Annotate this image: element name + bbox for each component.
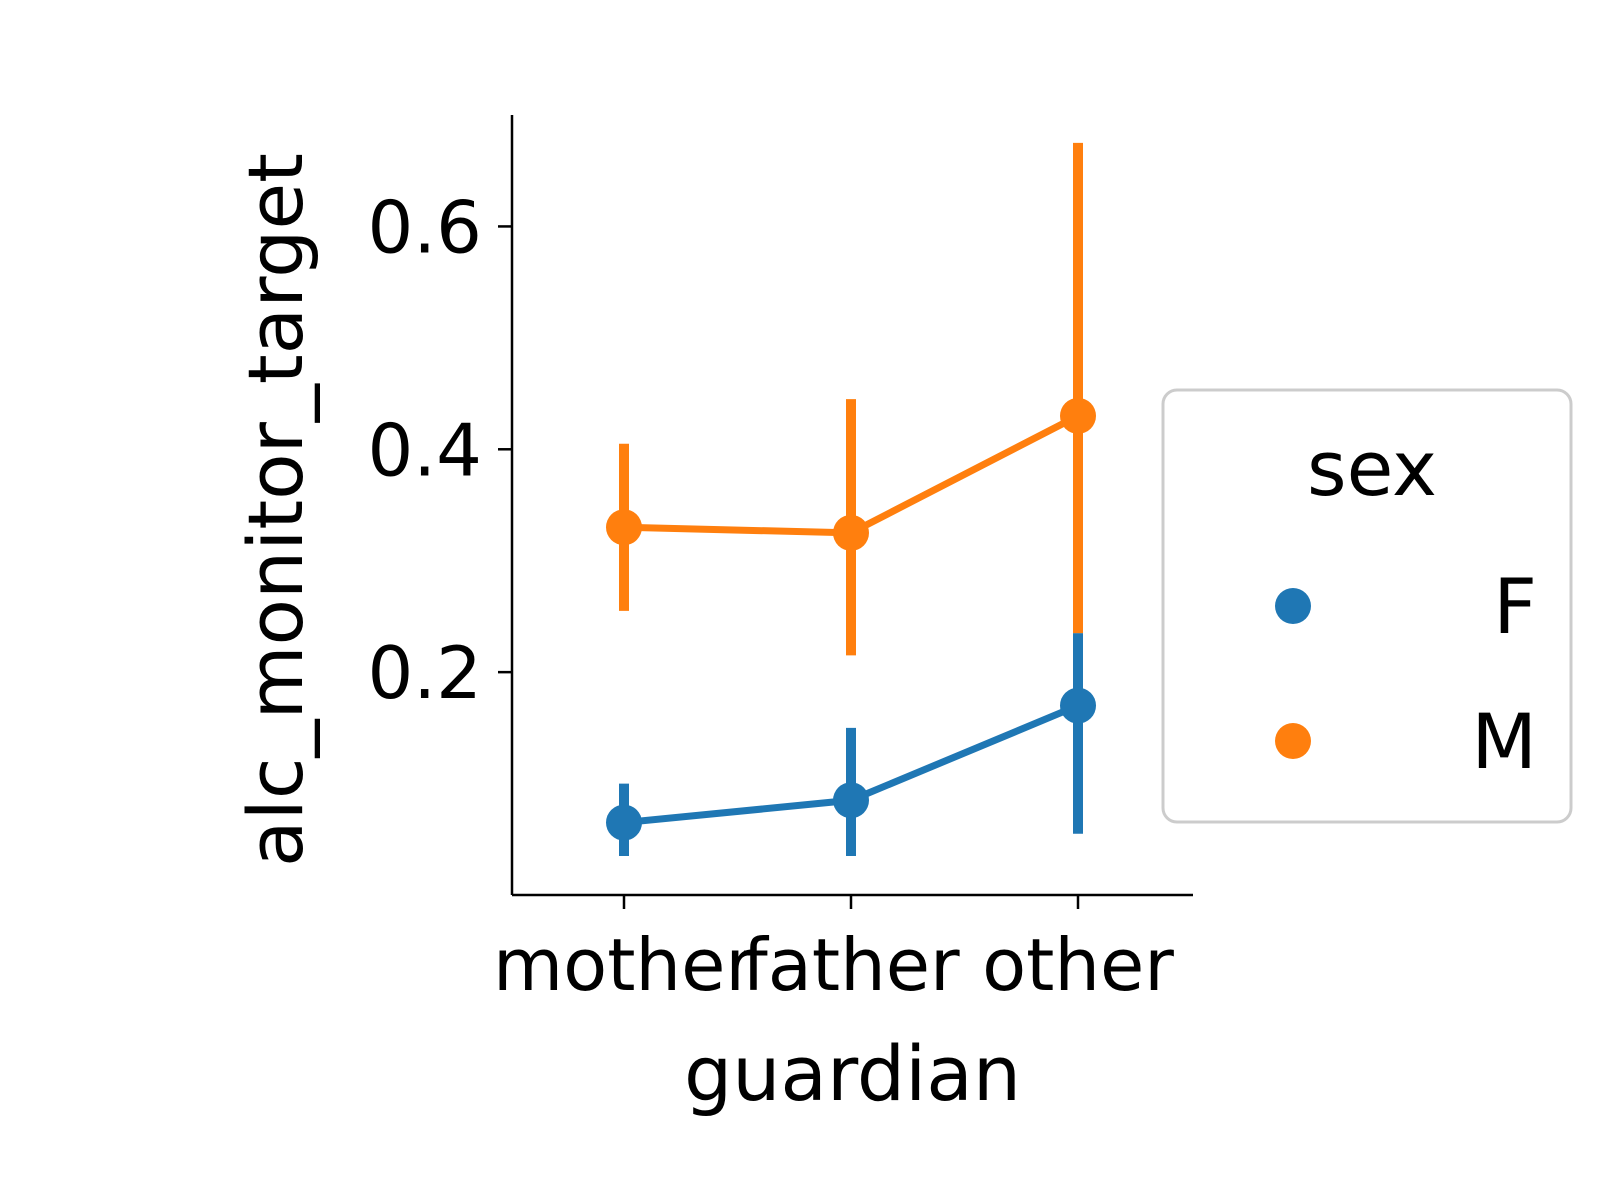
data-point-M bbox=[833, 514, 869, 551]
x-tick-label-mother: mother bbox=[493, 923, 755, 1007]
data-point-F bbox=[606, 804, 642, 841]
x-tick-label-other: other bbox=[982, 923, 1174, 1007]
y-tick-label: 0.2 bbox=[367, 631, 482, 715]
data-point-F bbox=[833, 782, 869, 819]
x-axis-title: guardian bbox=[684, 1029, 1021, 1118]
legend-marker-M bbox=[1275, 723, 1311, 759]
legend-label-M: M bbox=[1471, 697, 1537, 786]
legend: sex FM bbox=[1161, 388, 1573, 824]
legend-title: sex bbox=[1307, 424, 1437, 513]
data-point-F bbox=[1060, 687, 1096, 724]
legend-marker-F bbox=[1275, 588, 1311, 624]
series-M bbox=[606, 142, 1096, 656]
legend-box bbox=[1161, 388, 1573, 824]
legend-label-F: F bbox=[1493, 562, 1537, 651]
y-tick-label: 0.4 bbox=[367, 408, 482, 492]
data-point-M bbox=[606, 509, 642, 546]
legend-items: FM bbox=[1275, 562, 1537, 786]
series-F bbox=[606, 633, 1096, 856]
plot-area bbox=[606, 142, 1096, 856]
x-tick-label-father: father bbox=[742, 923, 960, 1007]
data-point-M bbox=[1060, 397, 1096, 434]
y-tick-label: 0.6 bbox=[367, 185, 482, 269]
y-axis-title: alc_monitor_target bbox=[231, 153, 320, 867]
